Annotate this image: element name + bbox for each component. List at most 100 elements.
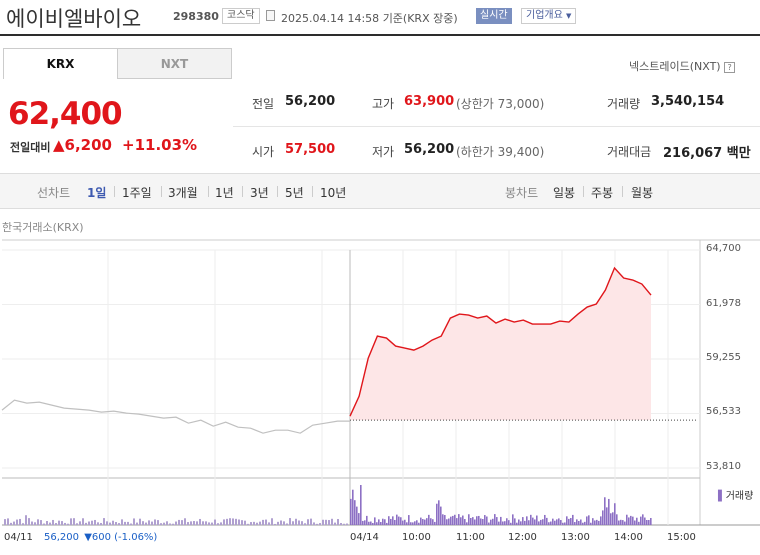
candle-weekly[interactable]: 주봉 (591, 186, 614, 200)
volume-bar (626, 514, 628, 525)
x-tick-label: 13:00 (561, 532, 590, 543)
volume-bar (610, 513, 612, 525)
volume-bar (650, 517, 652, 525)
volume-bar (456, 518, 458, 525)
volume-bar (566, 516, 568, 525)
volume-bar (157, 520, 159, 525)
volume-bar (604, 497, 606, 525)
volume-bar (346, 523, 348, 525)
period-1y[interactable]: 1년 (215, 186, 234, 200)
today-area (350, 268, 651, 421)
volume-bar (396, 514, 398, 525)
volume-bar (424, 519, 426, 525)
volume-bar (490, 519, 492, 525)
volume-bar (382, 518, 384, 525)
volume-bar (328, 520, 330, 525)
x-tick-label: 15:00 (667, 532, 696, 543)
stock-code: 298380 (173, 10, 219, 23)
volume-bar (298, 520, 300, 525)
candle-monthly[interactable]: 월봉 (631, 186, 654, 200)
volume-bar (466, 522, 468, 525)
period-3y[interactable]: 3년 (250, 186, 269, 200)
volume-bar (304, 523, 306, 525)
volume-bar (112, 520, 114, 525)
exchange-label: 한국거래소(KRX) (2, 221, 84, 234)
x-tick-label: 10:00 (402, 532, 431, 543)
nextrade-link[interactable]: 넥스트레이드(NXT) ? (629, 58, 736, 74)
period-10y[interactable]: 10년 (320, 186, 347, 200)
header-divider (0, 34, 760, 36)
line-chart-label: 선차트 (37, 186, 71, 200)
volume-bar (232, 518, 234, 525)
help-icon[interactable]: ? (724, 62, 736, 73)
volume-bar (544, 514, 546, 525)
volume-bar (94, 519, 96, 525)
volume-bar (4, 519, 6, 525)
volume-bar (58, 520, 60, 525)
volume-bar (468, 514, 470, 525)
volume-bar (524, 520, 526, 525)
tab-krx[interactable]: KRX (3, 48, 118, 79)
volume-bar (638, 521, 640, 525)
volume-bar (608, 498, 610, 525)
volume-bar (436, 503, 438, 525)
realtime-button[interactable]: 실시간 (476, 8, 512, 24)
period-3m[interactable]: 3개월 (168, 186, 198, 200)
volume-bar (384, 519, 386, 525)
volume-bar (404, 519, 406, 525)
volume-bar (452, 515, 454, 525)
volume-bar (43, 523, 45, 525)
volume-bar (578, 520, 580, 525)
change-percent: +11.03% (122, 136, 198, 154)
volume-bar (334, 522, 336, 525)
volume-bar (594, 520, 596, 525)
volume-bar (584, 521, 586, 525)
volume-bar (582, 522, 584, 525)
volume-bar (370, 521, 372, 525)
volume-bar (598, 520, 600, 525)
volume-bar (244, 520, 246, 525)
volume-bar (118, 523, 120, 525)
period-5y[interactable]: 5년 (285, 186, 304, 200)
period-1d[interactable]: 1일 (87, 186, 107, 200)
company-overview-button[interactable]: 기업개요 ▼ (521, 8, 577, 24)
volume-bar (193, 521, 195, 525)
volume-bar (100, 522, 102, 525)
volume-bar (226, 518, 228, 525)
volume-bar (504, 521, 506, 525)
volume-bar (636, 517, 638, 525)
volume-bar (151, 521, 153, 525)
upper-limit: (상한가 73,000) (456, 97, 545, 111)
volume-bar (217, 523, 219, 525)
volume-bar (130, 523, 132, 525)
volume-bar (526, 516, 528, 525)
volume-bar (458, 514, 460, 525)
volume-bar (378, 519, 380, 525)
volume-bar (372, 522, 374, 525)
volume-bar (472, 517, 474, 525)
volume-bar (548, 522, 550, 525)
volume-bar (350, 498, 352, 525)
volume-bar (40, 520, 42, 525)
volume-bar (564, 522, 566, 525)
volume-bar (528, 520, 530, 525)
volume-bar (508, 520, 510, 525)
volume-bar (592, 518, 594, 525)
volume-bar (414, 521, 416, 525)
change-value: 6,200 (64, 136, 112, 154)
period-bar (0, 173, 760, 209)
volume-bar (247, 523, 249, 525)
volume-bar (568, 518, 570, 525)
y-tick-label: 61,978 (706, 298, 741, 309)
volume-bar (560, 520, 562, 525)
x-tick-label: 14:00 (614, 532, 643, 543)
volume-bar (506, 518, 508, 525)
tab-nxt[interactable]: NXT (117, 48, 232, 79)
volume-bar (214, 519, 216, 525)
volume-bar (103, 518, 105, 525)
volume-bar (368, 521, 370, 525)
volume-bar (46, 521, 48, 525)
candle-daily[interactable]: 일봉 (553, 186, 576, 200)
volume-bar (496, 517, 498, 525)
period-1w[interactable]: 1주일 (122, 186, 152, 200)
